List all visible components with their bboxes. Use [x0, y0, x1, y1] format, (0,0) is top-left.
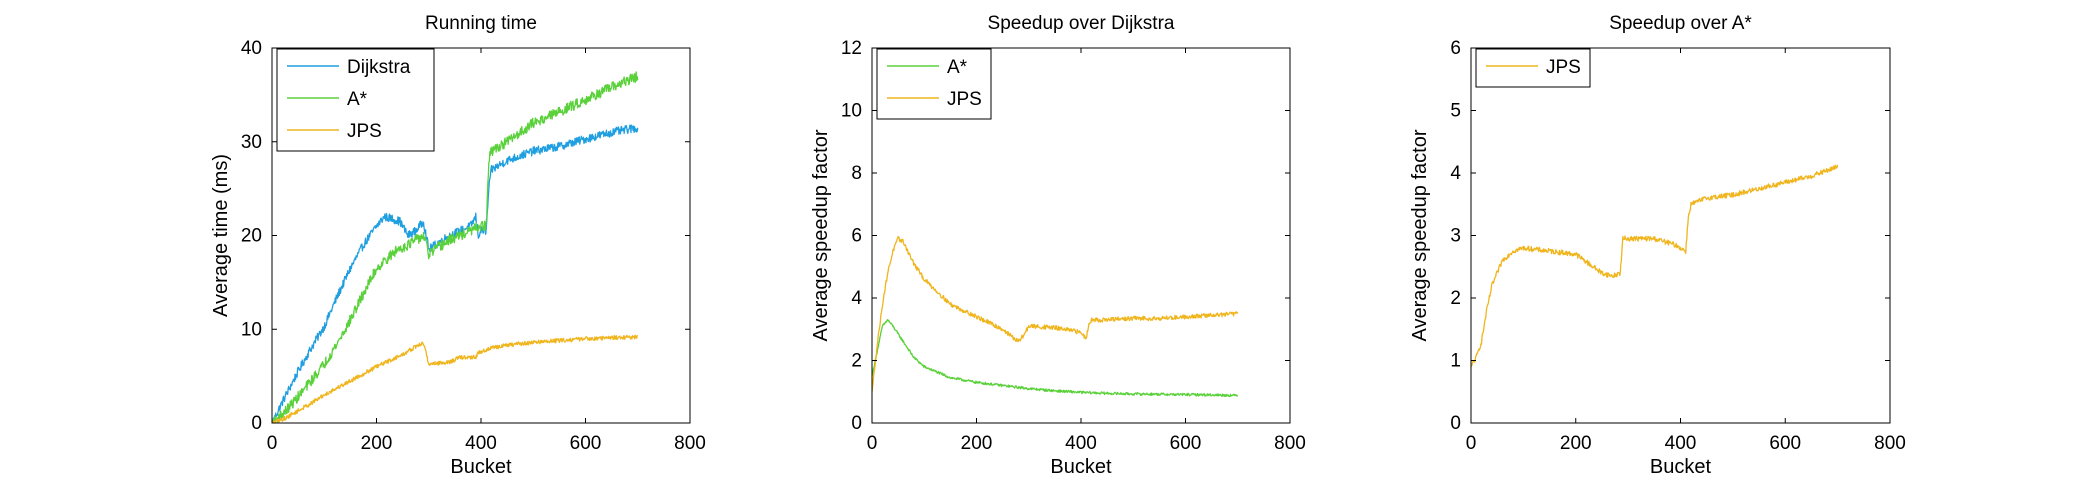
y-tick-label: 0	[1450, 413, 1461, 434]
legend-label: JPS	[947, 89, 982, 110]
x-tick-label: 600	[570, 433, 602, 454]
series-line-jps	[872, 235, 1239, 392]
y-tick-label: 10	[241, 319, 262, 340]
x-axis-label: Bucket	[450, 456, 512, 478]
x-tick-label: 0	[1466, 433, 1477, 454]
y-axis-label: Average speedup factor	[1409, 129, 1431, 341]
legend-label: JPS	[347, 121, 382, 142]
series-group	[1471, 164, 1839, 368]
x-tick-label: 400	[465, 433, 497, 454]
x-axis-label: Bucket	[1050, 456, 1112, 478]
legend-label: A*	[947, 57, 968, 78]
x-tick-label: 800	[1874, 433, 1906, 454]
x-tick-label: 600	[1170, 433, 1202, 454]
y-tick-label: 4	[851, 288, 862, 309]
x-tick-label: 0	[267, 433, 278, 454]
y-tick-label: 10	[841, 101, 862, 122]
chart-panel-3: Speedup over A* 0 200 400 600 800 0 1 2 3 4 5 6 Bucke…	[1409, 13, 1906, 478]
y-tick-label: 5	[1450, 101, 1461, 122]
x-tick-label: 400	[1665, 433, 1697, 454]
series-line-a-	[272, 71, 639, 423]
series-group	[872, 235, 1239, 398]
chart-title: Speedup over Dijkstra	[988, 13, 1175, 34]
series-line-jps	[272, 334, 638, 423]
x-tick-label: 400	[1065, 433, 1097, 454]
y-tick-label: 40	[241, 38, 262, 59]
legend-box	[876, 48, 992, 120]
legend-label: A*	[347, 89, 368, 110]
series-line-dijkstra	[272, 124, 639, 423]
legend-label: Dijkstra	[347, 57, 411, 78]
legend-label: JPS	[1546, 57, 1581, 78]
x-tick-label: 200	[1560, 433, 1592, 454]
y-tick-label: 6	[851, 226, 862, 247]
chart-panel-1: Running time 0 200 400 600 800 0 10 20 30 40 Bucket…	[210, 13, 706, 478]
x-tick-label: 200	[961, 433, 993, 454]
legend: JPS	[1475, 48, 1591, 88]
plot-frame	[1470, 47, 1891, 424]
series-group	[272, 71, 639, 423]
x-tick-label: 200	[361, 433, 393, 454]
y-tick-label: 2	[1450, 288, 1461, 309]
legend: A* JPS	[876, 48, 992, 120]
legend-box	[1475, 48, 1591, 88]
y-tick-label: 12	[841, 38, 862, 59]
chart-panel-2: Speedup over Dijkstra 0 200 400 600 800 0 2 4 6 8 1…	[810, 13, 1306, 478]
series-line-a-	[872, 319, 1239, 398]
y-tick-label: 3	[1450, 226, 1461, 247]
x-tick-label: 600	[1769, 433, 1801, 454]
series-line-jps	[1471, 164, 1839, 368]
y-axis-label: Average time (ms)	[210, 154, 232, 317]
y-axis-label: Average speedup factor	[810, 129, 832, 341]
x-tick-label: 800	[674, 433, 706, 454]
chart-title: Speedup over A*	[1609, 13, 1752, 34]
legend: Dijkstra A* JPS	[276, 48, 435, 152]
chart-title: Running time	[425, 13, 537, 34]
y-tick-label: 6	[1450, 38, 1461, 59]
y-tick-label: 1	[1450, 351, 1461, 372]
y-tick-label: 0	[851, 413, 862, 434]
y-tick-label: 2	[851, 351, 862, 372]
y-tick-label: 30	[241, 132, 262, 153]
x-axis-label: Bucket	[1650, 456, 1712, 478]
y-tick-label: 0	[251, 413, 262, 434]
y-tick-label: 20	[241, 226, 262, 247]
y-tick-label: 8	[851, 163, 862, 184]
x-tick-label: 0	[867, 433, 878, 454]
y-tick-label: 4	[1450, 163, 1461, 184]
x-tick-label: 800	[1274, 433, 1306, 454]
